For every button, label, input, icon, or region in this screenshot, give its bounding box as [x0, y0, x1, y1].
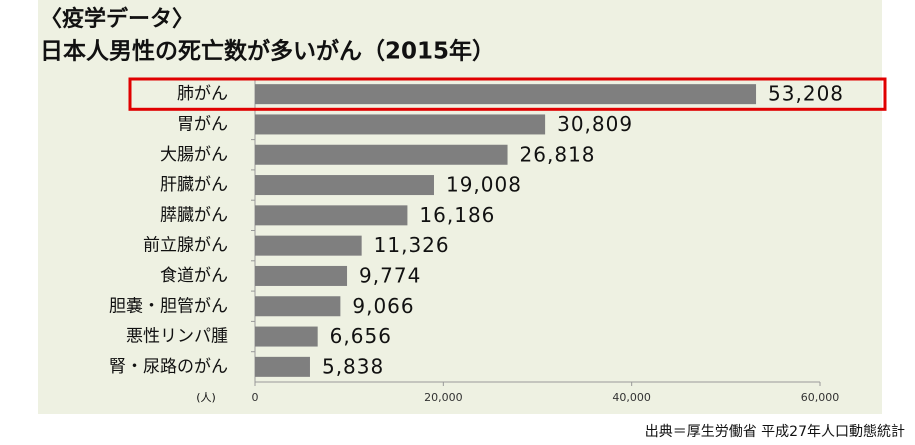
- y-tick-label: 大腸がん: [160, 145, 228, 165]
- value-label: 53,208: [768, 82, 844, 106]
- value-label: 11,326: [374, 233, 450, 257]
- bar: [255, 205, 408, 226]
- x-tick-label: 40,000: [612, 391, 651, 404]
- y-tick-label: 肝臓がん: [160, 175, 228, 195]
- bar: [255, 84, 757, 105]
- value-label: 9,774: [359, 263, 421, 287]
- bar: [255, 175, 434, 196]
- source: 出典＝厚生労働省 平成27年人口動態統計: [645, 424, 905, 440]
- value-label: 19,008: [446, 173, 522, 197]
- value-label: 26,818: [520, 142, 596, 166]
- value-label: 16,186: [419, 203, 495, 227]
- bar: [255, 265, 348, 286]
- y-tick-label: 胆嚢・胆管がん: [109, 296, 228, 316]
- x-axis-label: (人): [196, 391, 216, 404]
- x-tick-label: 0: [252, 391, 259, 404]
- bar: [255, 144, 508, 165]
- bar: [255, 114, 546, 135]
- value-label: 30,809: [557, 112, 633, 136]
- bar: [255, 356, 310, 377]
- bar: [255, 296, 341, 317]
- highlight-box: [128, 77, 887, 111]
- chart-title: 〈疫学データ〉: [40, 6, 194, 32]
- value-label: 6,656: [330, 324, 392, 348]
- x-tick-label: 60,000: [801, 391, 840, 404]
- value-label: 9,066: [352, 294, 414, 318]
- y-tick-label: 膵臓がん: [160, 205, 228, 225]
- y-tick-label: 食道がん: [160, 266, 228, 286]
- value-label: 5,838: [322, 354, 384, 378]
- panel: [38, 0, 882, 414]
- y-tick-label: 胃がん: [177, 114, 228, 134]
- bar: [255, 326, 318, 347]
- bar: [255, 235, 362, 256]
- y-tick-label: 肺がん: [177, 84, 228, 104]
- chart-subtitle: 日本人男性の死亡数が多いがん（2015年）: [40, 38, 495, 65]
- x-tick-label: 20,000: [424, 391, 463, 404]
- y-tick-label: 悪性リンパ腫: [126, 327, 228, 347]
- y-tick-label: 前立腺がん: [143, 236, 228, 256]
- y-tick-label: 腎・尿路のがん: [109, 357, 228, 377]
